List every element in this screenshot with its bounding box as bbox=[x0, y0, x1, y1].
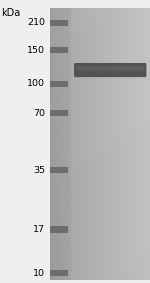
Bar bbox=[50, 270, 68, 276]
FancyBboxPatch shape bbox=[74, 63, 146, 77]
Bar bbox=[50, 167, 68, 173]
Bar bbox=[50, 47, 68, 53]
Bar bbox=[50, 110, 68, 116]
Text: 100: 100 bbox=[27, 79, 45, 88]
Bar bbox=[50, 81, 68, 87]
Text: 17: 17 bbox=[33, 225, 45, 234]
Bar bbox=[50, 20, 68, 26]
Text: 70: 70 bbox=[33, 108, 45, 117]
Bar bbox=[50, 226, 68, 233]
Text: kDa: kDa bbox=[2, 8, 21, 18]
Text: 210: 210 bbox=[27, 18, 45, 27]
FancyBboxPatch shape bbox=[76, 66, 144, 70]
Text: 10: 10 bbox=[33, 269, 45, 278]
Text: 35: 35 bbox=[33, 166, 45, 175]
Text: 150: 150 bbox=[27, 46, 45, 55]
